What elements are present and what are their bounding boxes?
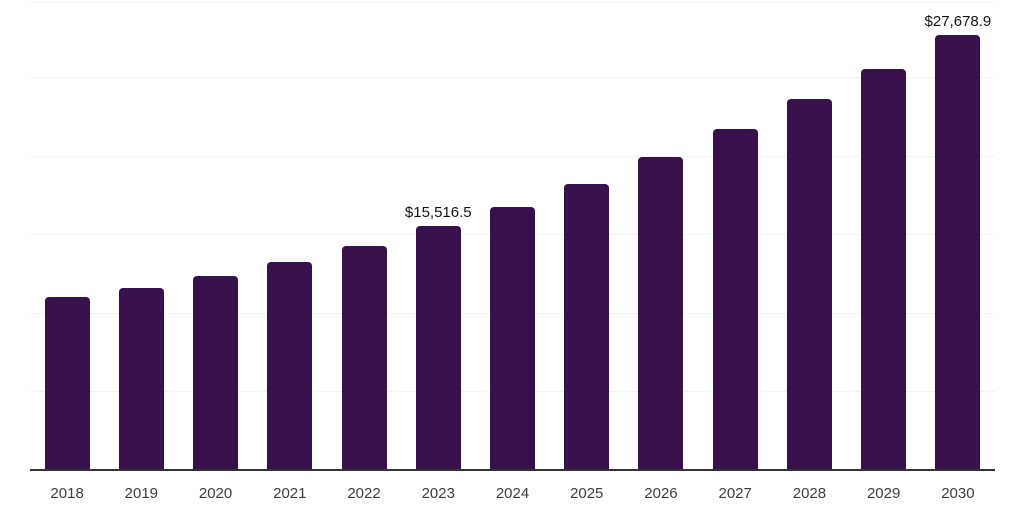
bar-2018[interactable]: [44, 296, 90, 470]
x-tick-label-2025: 2025: [570, 485, 604, 502]
x-tick-label-2026: 2026: [644, 485, 678, 502]
x-tick-label-2028: 2028: [792, 485, 827, 502]
bar-2026[interactable]: [638, 157, 684, 470]
bar-2021[interactable]: [267, 261, 313, 470]
x-tick-label-2029: 2029: [866, 485, 901, 502]
bar-2025[interactable]: [564, 183, 610, 470]
bar-2030[interactable]: [935, 35, 981, 470]
x-tick-label-2024: 2024: [495, 485, 530, 502]
x-tick-label-2018: 2018: [50, 485, 84, 502]
data-label-2030: $27,678.9: [924, 13, 992, 31]
x-tick-label-2021: 2021: [273, 485, 307, 502]
bar-2029[interactable]: [861, 68, 907, 470]
bar-2027[interactable]: [712, 128, 758, 470]
data-label-2023: $15,516.5: [404, 204, 472, 222]
gridline: [30, 155, 995, 157]
bar-2024[interactable]: [490, 206, 535, 470]
x-tick-label-2019: 2019: [124, 485, 159, 502]
bar-2028[interactable]: [786, 98, 832, 470]
gridline: [30, 2, 995, 3]
bar-2023[interactable]: [415, 226, 461, 470]
gridline: [30, 77, 995, 79]
x-tick-label-2020: 2020: [198, 485, 233, 502]
x-tick-label-2030: 2030: [941, 485, 975, 502]
bar-2022[interactable]: [341, 245, 387, 470]
x-tick-label-2027: 2027: [718, 485, 752, 502]
bar-2020[interactable]: [193, 275, 239, 470]
bar-2019[interactable]: [118, 287, 164, 470]
x-tick-label-2023: 2023: [421, 485, 455, 502]
x-axis-line: [30, 469, 995, 471]
x-tick-label-2022: 2022: [347, 485, 381, 502]
